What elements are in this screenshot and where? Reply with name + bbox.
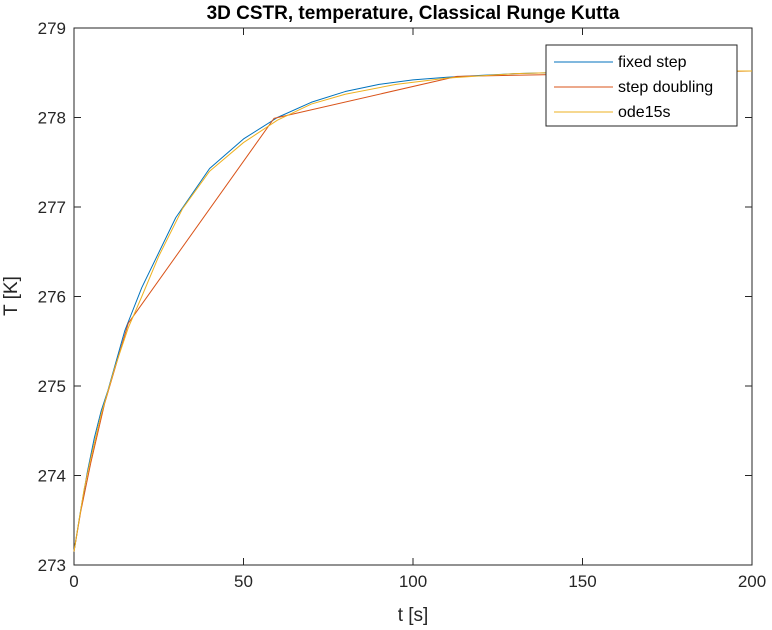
legend-entry-label: step doubling bbox=[618, 79, 713, 96]
x-tick-label: 0 bbox=[69, 572, 78, 591]
x-tick-label: 200 bbox=[738, 572, 766, 591]
x-tick-label: 50 bbox=[234, 572, 253, 591]
legend-entry-label: ode15s bbox=[618, 104, 671, 121]
y-tick-label: 275 bbox=[38, 377, 66, 396]
series-line-ode15s bbox=[73, 70, 752, 552]
y-tick-label: 278 bbox=[38, 109, 66, 128]
y-tick-label: 277 bbox=[38, 198, 66, 217]
y-axis-label: T [K] bbox=[1, 276, 22, 316]
x-axis-label: t [s] bbox=[398, 605, 429, 626]
y-tick-label: 279 bbox=[38, 19, 66, 38]
y-tick-label: 274 bbox=[38, 467, 66, 486]
ticks: 0 50 100 150 200 273 274 275 276 277 278 279 bbox=[38, 19, 767, 591]
legend: fixed step step doubling ode15s bbox=[545, 44, 738, 127]
x-tick-label: 150 bbox=[568, 572, 596, 591]
x-tick-label: 100 bbox=[399, 572, 427, 591]
chart-title: 3D CSTR, temperature, Classical Runge Ku… bbox=[207, 3, 620, 24]
y-tick-label: 273 bbox=[38, 556, 66, 575]
legend-entry-label: fixed step bbox=[618, 54, 687, 71]
y-tick-label: 276 bbox=[38, 288, 66, 307]
